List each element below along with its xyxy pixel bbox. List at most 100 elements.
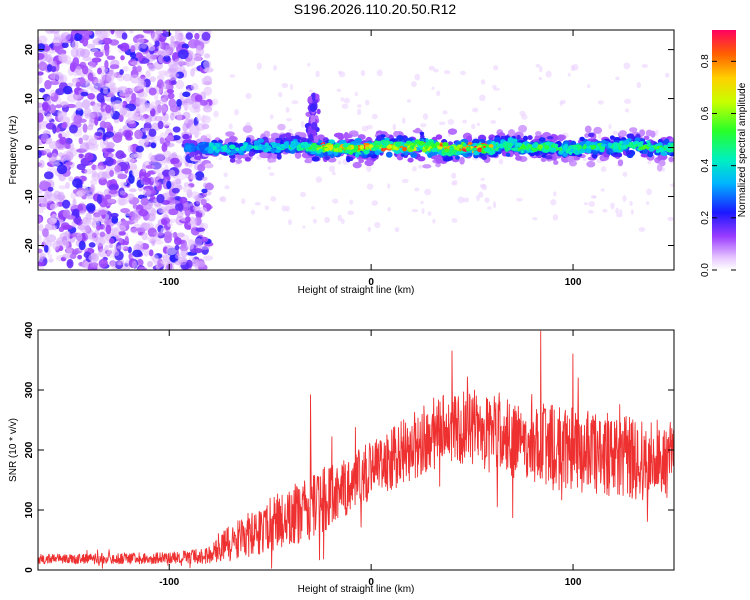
spectrogram-cell (208, 146, 213, 151)
spectrogram-cell (166, 89, 175, 94)
spectrogram-cell (174, 253, 181, 260)
spectrogram-cell (270, 132, 280, 139)
spectrogram-cell (521, 114, 528, 120)
spectrogram-cell (267, 166, 272, 170)
spectrogram-cell (59, 232, 71, 241)
spectrogram-cell (141, 163, 147, 172)
spectrogram-cell (76, 232, 83, 242)
spectrogram-cell (324, 155, 331, 161)
spectrogram-cell (190, 83, 199, 91)
spectrogram-cell (192, 54, 202, 62)
spectrogram-cell (315, 176, 323, 183)
spectrogram-cell (174, 244, 180, 251)
spectrogram-cell (430, 154, 440, 160)
spectrogram-cell (84, 152, 94, 162)
spectrogram-cell (432, 146, 438, 152)
spectrogram-cell (122, 219, 128, 225)
spectrogram-cell (365, 146, 370, 150)
spectrogram-cell (204, 182, 214, 191)
spectrogram-cell (155, 30, 163, 36)
spectrogram-cell (39, 87, 46, 93)
spectrogram-cell (336, 88, 342, 93)
spectrogram-cell (449, 145, 455, 151)
spectrogram-cell (583, 202, 589, 206)
spectrogram-cell (630, 209, 634, 215)
spectrogram-cell (518, 124, 528, 133)
spectrogram-cell (246, 144, 252, 150)
spectrogram-cell (64, 143, 72, 149)
snr-series-line (38, 330, 674, 569)
spectrogram-cell (169, 105, 180, 113)
spectrogram-cell (557, 147, 563, 151)
spectrogram-cell (616, 213, 623, 218)
spectrogram-cell (300, 120, 305, 128)
spectrogram-cell (623, 62, 631, 70)
spectrogram-cell (121, 32, 128, 40)
spectrogram-cell (646, 188, 652, 196)
spectrogram-cell (93, 51, 104, 58)
spectrogram-cell (132, 66, 137, 71)
spectrogram-cell (638, 146, 644, 150)
spectrogram-cell (75, 191, 83, 198)
spectrogram-cell (96, 194, 103, 205)
spectrogram-cell (170, 35, 175, 44)
spectrogram-cell (145, 70, 151, 78)
spectrogram-cell (612, 130, 618, 135)
spectrogram-cell (648, 147, 655, 152)
spectrogram-cell (201, 236, 209, 243)
spectrogram-cell (660, 151, 666, 156)
spectrogram-cell (472, 138, 480, 145)
spectrogram-cell (669, 183, 674, 187)
spectrogram-cell (154, 94, 159, 101)
spectrogram-cell (128, 173, 135, 184)
spectrogram-cell (489, 150, 494, 156)
spectrogram-cell (157, 120, 164, 130)
spectrogram-cell (38, 149, 42, 159)
spectrogram-cell (135, 145, 144, 153)
spectrogram-cell (284, 132, 292, 138)
spectrogram-cell (490, 120, 497, 124)
spectrogram-cell (82, 56, 92, 62)
spectrogram-cell (167, 222, 173, 228)
spectrogram-cell (492, 144, 497, 150)
spectrogram-cell (38, 71, 44, 76)
spectrogram-cell (394, 141, 402, 147)
spectrogram-cell (72, 178, 83, 188)
spectrogram-cell (87, 72, 94, 82)
spectrogram-cell (640, 153, 649, 158)
spectrogram-cell (513, 147, 518, 151)
spectrogram-cell (597, 132, 602, 140)
spectrogram-cell (376, 69, 383, 77)
spectrogram-cell (38, 112, 44, 123)
spectrogram-cell (597, 100, 604, 105)
spectrogram-cell (574, 149, 579, 155)
spectrogram-cell (455, 151, 462, 156)
spectrogram-cell (152, 254, 159, 264)
spectrogram-cell (127, 144, 133, 154)
spectrogram-cell (620, 144, 627, 150)
spectrogram-cell (164, 142, 175, 148)
spectrogram-cell (530, 147, 538, 151)
spectrogram-cell (567, 155, 574, 163)
colorbar-tick-label: 0.0 (700, 263, 711, 277)
spectrogram-cell (38, 216, 42, 224)
spectrogram-cell (588, 201, 595, 207)
spectrogram-cell (406, 99, 412, 103)
spectrogram-cell (202, 116, 210, 121)
spectrogram-cell (641, 63, 648, 69)
spectrogram-cell (422, 148, 428, 153)
spectrogram-cell (182, 133, 190, 140)
spectrogram-cell (44, 244, 49, 253)
spectrogram-cell (94, 229, 100, 236)
spectrogram-cell (105, 224, 112, 235)
spectrogram-cell (61, 121, 68, 129)
spectrogram-cell (51, 162, 61, 167)
spectrogram-cell (104, 131, 115, 138)
spectrogram-cell (182, 102, 193, 110)
spectrogram-cell (316, 108, 321, 115)
spectrogram-cell (473, 150, 479, 156)
spectrogram-cell (619, 209, 623, 216)
spectrogram-cell (71, 77, 80, 83)
spectrogram-cell (291, 100, 299, 105)
